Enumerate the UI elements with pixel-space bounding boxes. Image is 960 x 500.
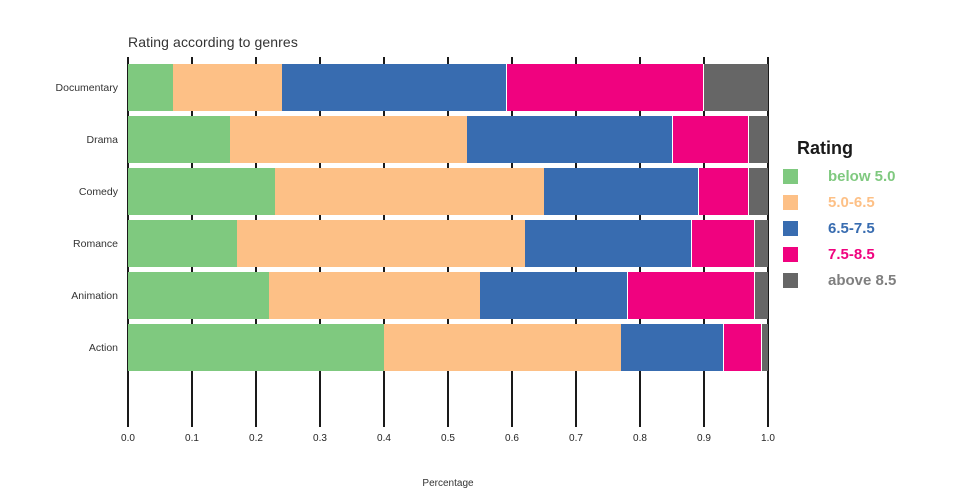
bar-segment — [691, 220, 756, 267]
bar-segment — [703, 64, 768, 111]
bar-segment — [128, 64, 173, 111]
legend-label: 5.0-6.5 — [828, 193, 875, 211]
legend-label: 6.5-7.5 — [828, 219, 875, 237]
x-tick-label: 0.2 — [249, 433, 263, 444]
bar-row-romance — [128, 220, 768, 267]
bar-segment — [697, 168, 749, 215]
x-tick-label: 0.9 — [697, 433, 711, 444]
bar-row-animation — [128, 272, 768, 319]
y-axis-label: Drama — [86, 133, 118, 146]
legend-title: Rating — [797, 138, 853, 158]
legend-label: 7.5-8.5 — [828, 245, 875, 263]
bar-row-comedy — [128, 168, 768, 215]
bar-segment — [467, 116, 672, 163]
bar-row-action — [128, 324, 768, 371]
x-tick-label: 0.8 — [633, 433, 647, 444]
legend: Rating below 5.0 5.0-6.5 6.5-7.5 7.5-8.5 abo… — [783, 138, 896, 293]
bar-segment — [723, 324, 762, 371]
bar-segment — [128, 324, 384, 371]
bar-segment — [236, 220, 525, 267]
bar-segment — [748, 168, 768, 215]
bar-segment — [755, 272, 768, 319]
bar-row-documentary — [128, 64, 768, 111]
bar-segment — [524, 220, 692, 267]
legend-swatch — [783, 272, 798, 288]
bar-segment — [479, 272, 628, 319]
x-tick-label: 0.3 — [313, 433, 327, 444]
legend-entry: 6.5-7.5 — [783, 215, 896, 241]
legend-entry: 7.5-8.5 — [783, 241, 896, 267]
legend-entry: below 5.0 — [783, 163, 896, 189]
bar-segment — [268, 272, 480, 319]
legend-entries: below 5.0 5.0-6.5 6.5-7.5 7.5-8.5 above 8.5 — [783, 163, 896, 293]
bar-segment — [755, 220, 768, 267]
bar-segment — [384, 324, 621, 371]
bar-segment — [748, 116, 768, 163]
x-tick-label: 1.0 — [761, 433, 775, 444]
legend-swatch — [783, 246, 798, 262]
chart-title: Rating according to genres — [128, 34, 298, 50]
bar-segment — [627, 272, 756, 319]
bar-segment — [761, 324, 768, 371]
x-tick-label: 0.4 — [377, 433, 391, 444]
bar-segment — [543, 168, 698, 215]
y-axis-label: Animation — [71, 289, 118, 302]
bar-segment — [275, 168, 544, 215]
y-axis-label: Documentary — [55, 81, 118, 94]
bar-segment — [128, 272, 269, 319]
x-tick-label: 0.0 — [121, 433, 135, 444]
legend-swatch — [783, 220, 798, 236]
bar-segment — [620, 324, 724, 371]
legend-swatch — [783, 194, 798, 210]
bar-segment — [128, 168, 276, 215]
y-axis-label: Comedy — [78, 185, 118, 198]
x-axis-title: Percentage — [422, 478, 474, 489]
bar-segment — [230, 116, 468, 163]
x-tick-label: 0.5 — [441, 433, 455, 444]
x-tick-label: 0.7 — [569, 433, 583, 444]
gridline-tick — [767, 57, 769, 427]
x-tick-label: 0.1 — [185, 433, 199, 444]
x-tick-label: 0.6 — [505, 433, 519, 444]
legend-label: above 8.5 — [828, 271, 897, 289]
bar-segment — [172, 64, 282, 111]
legend-swatch — [783, 168, 798, 184]
bar-segment — [281, 64, 506, 111]
legend-entry: above 8.5 — [783, 267, 896, 293]
bar-row-drama — [128, 116, 768, 163]
bar-segment — [128, 116, 231, 163]
y-axis-label: Action — [88, 341, 118, 354]
legend-label: below 5.0 — [828, 167, 896, 185]
legend-entry: 5.0-6.5 — [783, 189, 896, 215]
y-axis-label: Romance — [73, 237, 118, 250]
bar-segment — [505, 64, 704, 111]
bar-segment — [128, 220, 237, 267]
bar-segment — [671, 116, 749, 163]
plot-area: 0.0 0.1 0.2 0.3 0.4 0.5 0.6 0.7 0.8 0.9 1.0 Documen… — [56, 57, 775, 444]
